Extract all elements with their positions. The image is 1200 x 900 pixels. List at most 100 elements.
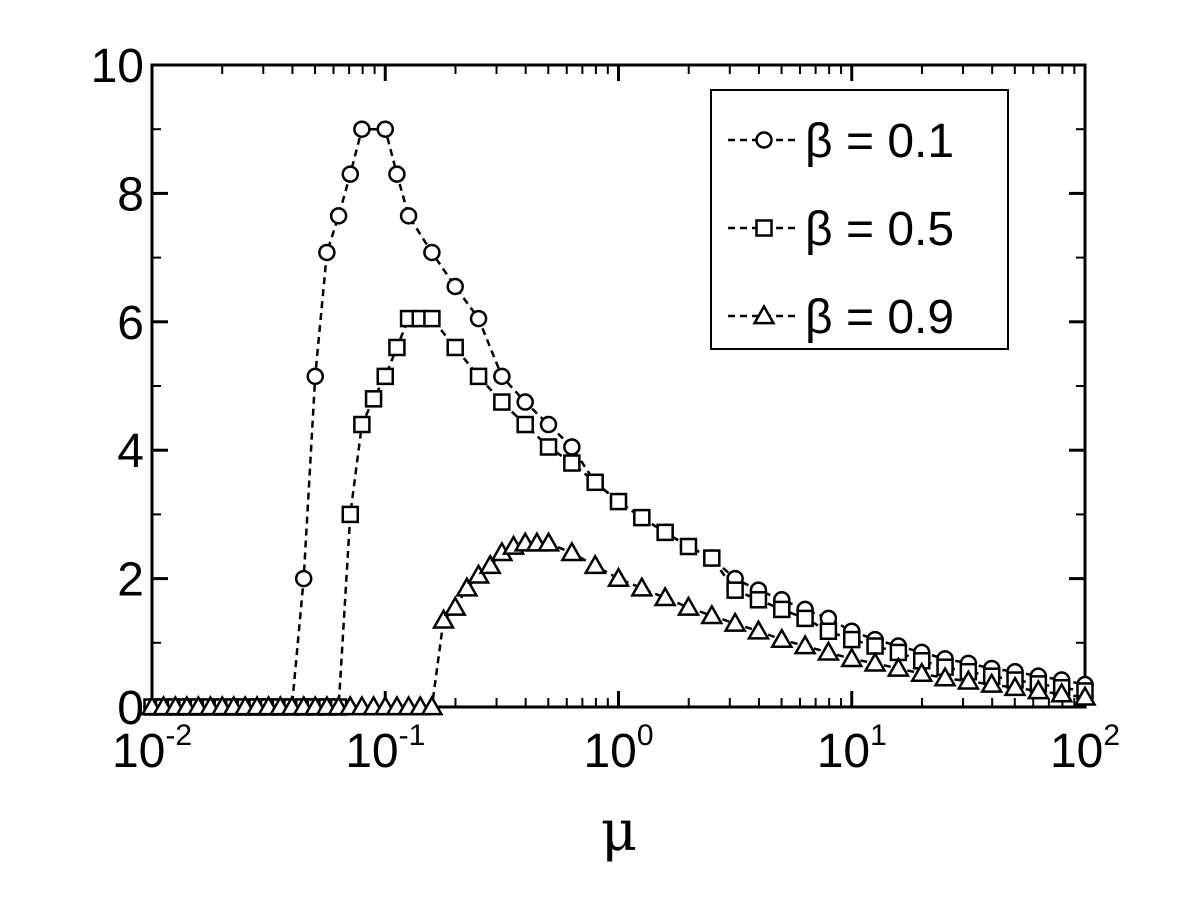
data-point-square <box>819 622 838 640</box>
y-tick-label: 10 <box>91 40 144 93</box>
data-point-triangle <box>420 694 444 716</box>
data-point-square <box>469 367 488 386</box>
data-point-circle <box>469 309 488 328</box>
data-point-circle <box>399 207 418 225</box>
x-tick-label: 102 <box>1050 719 1120 778</box>
x-tick-label: 10-1 <box>345 719 425 778</box>
legend-marker-square <box>755 219 773 237</box>
data-point-square <box>586 473 604 492</box>
data-point-triangle <box>653 585 677 607</box>
data-point-triangle <box>1026 678 1051 700</box>
data-point-square <box>609 492 628 511</box>
data-point-triangle <box>910 661 934 682</box>
data-point-triangle <box>676 595 701 616</box>
data-point-square <box>516 415 534 434</box>
data-point-triangle <box>980 672 1004 693</box>
data-point-triangle <box>770 627 794 648</box>
data-point-square <box>388 338 406 357</box>
data-point-square <box>423 309 441 328</box>
data-point-circle <box>294 569 313 588</box>
data-point-triangle <box>443 595 467 616</box>
data-point-circle <box>329 207 348 225</box>
data-point-triangle <box>840 646 864 668</box>
data-point-square <box>703 549 721 567</box>
data-point-triangle <box>536 531 561 552</box>
x-tick-base: 10 <box>112 725 165 778</box>
x-tick-label: 100 <box>583 719 653 778</box>
x-tick-base: 10 <box>817 725 870 778</box>
data-point-triangle <box>431 608 456 629</box>
data-point-square <box>633 508 651 527</box>
x-tick-exponent: -2 <box>165 719 192 752</box>
x-tick-exponent: 1 <box>870 719 887 752</box>
data-point-square <box>843 630 861 649</box>
data-point-triangle <box>793 633 817 655</box>
data-point-circle <box>493 367 511 386</box>
data-point-triangle <box>583 553 607 575</box>
x-tick-base: 10 <box>1050 725 1103 778</box>
data-point-circle <box>341 165 360 183</box>
data-point-triangle <box>455 576 479 597</box>
data-point-triangle <box>560 540 584 562</box>
data-point-square <box>796 609 814 628</box>
x-tick-base: 10 <box>345 725 398 778</box>
y-tick-label: 6 <box>117 297 144 350</box>
data-point-circle <box>306 367 324 386</box>
data-point-circle <box>516 393 534 411</box>
x-tick-label: 101 <box>817 719 887 778</box>
data-point-triangle <box>606 566 631 587</box>
data-point-triangle <box>1003 675 1027 697</box>
legend-label: β = 0.5 <box>805 203 954 256</box>
data-point-square <box>866 637 884 655</box>
data-point-triangle <box>863 651 887 672</box>
y-tick-label: 0 <box>117 682 144 735</box>
x-tick-exponent: 2 <box>1103 719 1120 752</box>
legend-marker-circle <box>755 131 773 149</box>
data-point-triangle <box>630 576 654 597</box>
data-point-triangle <box>1073 685 1097 706</box>
data-point-square <box>749 591 768 609</box>
data-point-square <box>493 393 511 411</box>
legend-item: β = 0.1 <box>728 115 954 168</box>
data-point-circle <box>376 120 394 138</box>
data-point-triangle <box>886 656 911 677</box>
data-point-circle <box>388 165 406 183</box>
y-tick-label: 4 <box>117 425 144 478</box>
data-point-square <box>563 454 581 472</box>
data-point-circle <box>353 120 371 138</box>
x-tick-exponent: 0 <box>637 719 654 752</box>
data-point-square <box>353 415 371 434</box>
data-point-square <box>726 581 744 599</box>
data-point-square <box>446 338 464 357</box>
x-tick-exponent: -1 <box>399 719 426 752</box>
data-point-triangle <box>1050 682 1074 703</box>
y-axis: 0 2 4 6 8 10 <box>91 40 1085 735</box>
legend-item: β = 0.9 <box>728 291 954 344</box>
legend-item: β = 0.5 <box>728 203 954 256</box>
data-point-square <box>539 438 558 456</box>
data-point-triangle <box>746 619 771 640</box>
data-point-triangle <box>723 611 747 632</box>
data-point-triangle <box>816 640 841 661</box>
series-layer <box>140 120 1097 716</box>
series-triangle <box>140 531 1097 716</box>
data-point-triangle <box>956 669 981 690</box>
x-tick-label: 10-2 <box>112 719 192 778</box>
data-point-circle <box>423 243 441 262</box>
data-point-square <box>376 367 394 386</box>
legend-marker-triangle <box>752 303 776 325</box>
data-point-triangle <box>700 603 724 625</box>
x-axis-label: μ <box>601 799 637 864</box>
legend: β = 0.1 β = 0.5 β = 0.9 <box>710 89 1009 350</box>
data-point-square <box>364 390 383 408</box>
data-point-triangle <box>466 563 491 584</box>
data-point-triangle <box>933 666 957 687</box>
data-point-square <box>341 505 360 524</box>
y-tick-label: 8 <box>117 168 144 221</box>
data-point-circle <box>539 415 558 434</box>
legend-label: β = 0.9 <box>805 291 954 344</box>
y-tick-label: 2 <box>117 554 144 607</box>
data-point-square <box>656 523 674 542</box>
data-point-circle <box>563 438 581 456</box>
